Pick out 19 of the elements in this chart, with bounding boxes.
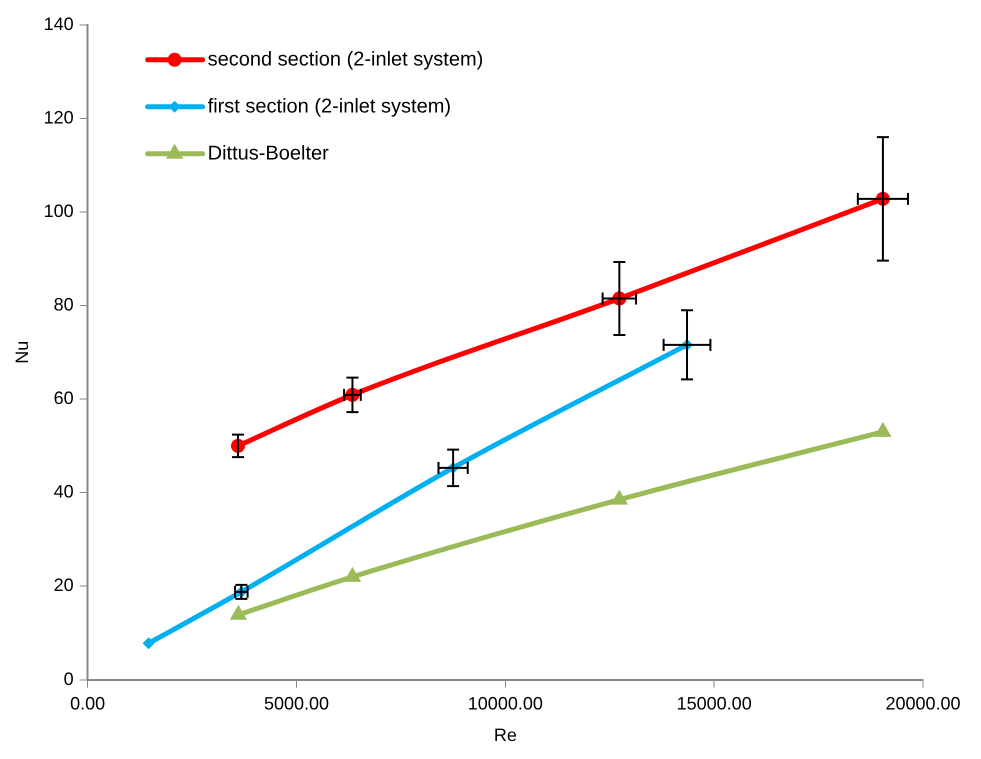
- y-tick-label: 140: [44, 14, 74, 34]
- legend-label: second section (2-inlet system): [208, 48, 484, 70]
- y-axis-title: Nu: [12, 340, 32, 364]
- x-tick-label: 5000.00: [264, 694, 330, 714]
- x-tick-label: 10000.00: [468, 694, 543, 714]
- y-tick-label: 100: [44, 200, 74, 221]
- x-tick-label: 0.00: [70, 694, 106, 714]
- x-axis-title: Re: [494, 725, 517, 746]
- y-tick-label: 60: [54, 388, 74, 408]
- y-tick-label: 120: [44, 107, 74, 128]
- y-tick-label: 0: [64, 668, 74, 689]
- y-tick-label: 20: [54, 575, 74, 596]
- point: [142, 637, 155, 650]
- y-tick-label: 40: [54, 482, 74, 502]
- legend-label: Dittus-Boelter: [208, 142, 330, 164]
- y-tick-label: 80: [54, 294, 74, 314]
- legend-label: first section (2-inlet system): [208, 95, 452, 118]
- x-tick-label: 20000.00: [885, 694, 961, 714]
- x-tick-label: 15000.00: [676, 694, 752, 714]
